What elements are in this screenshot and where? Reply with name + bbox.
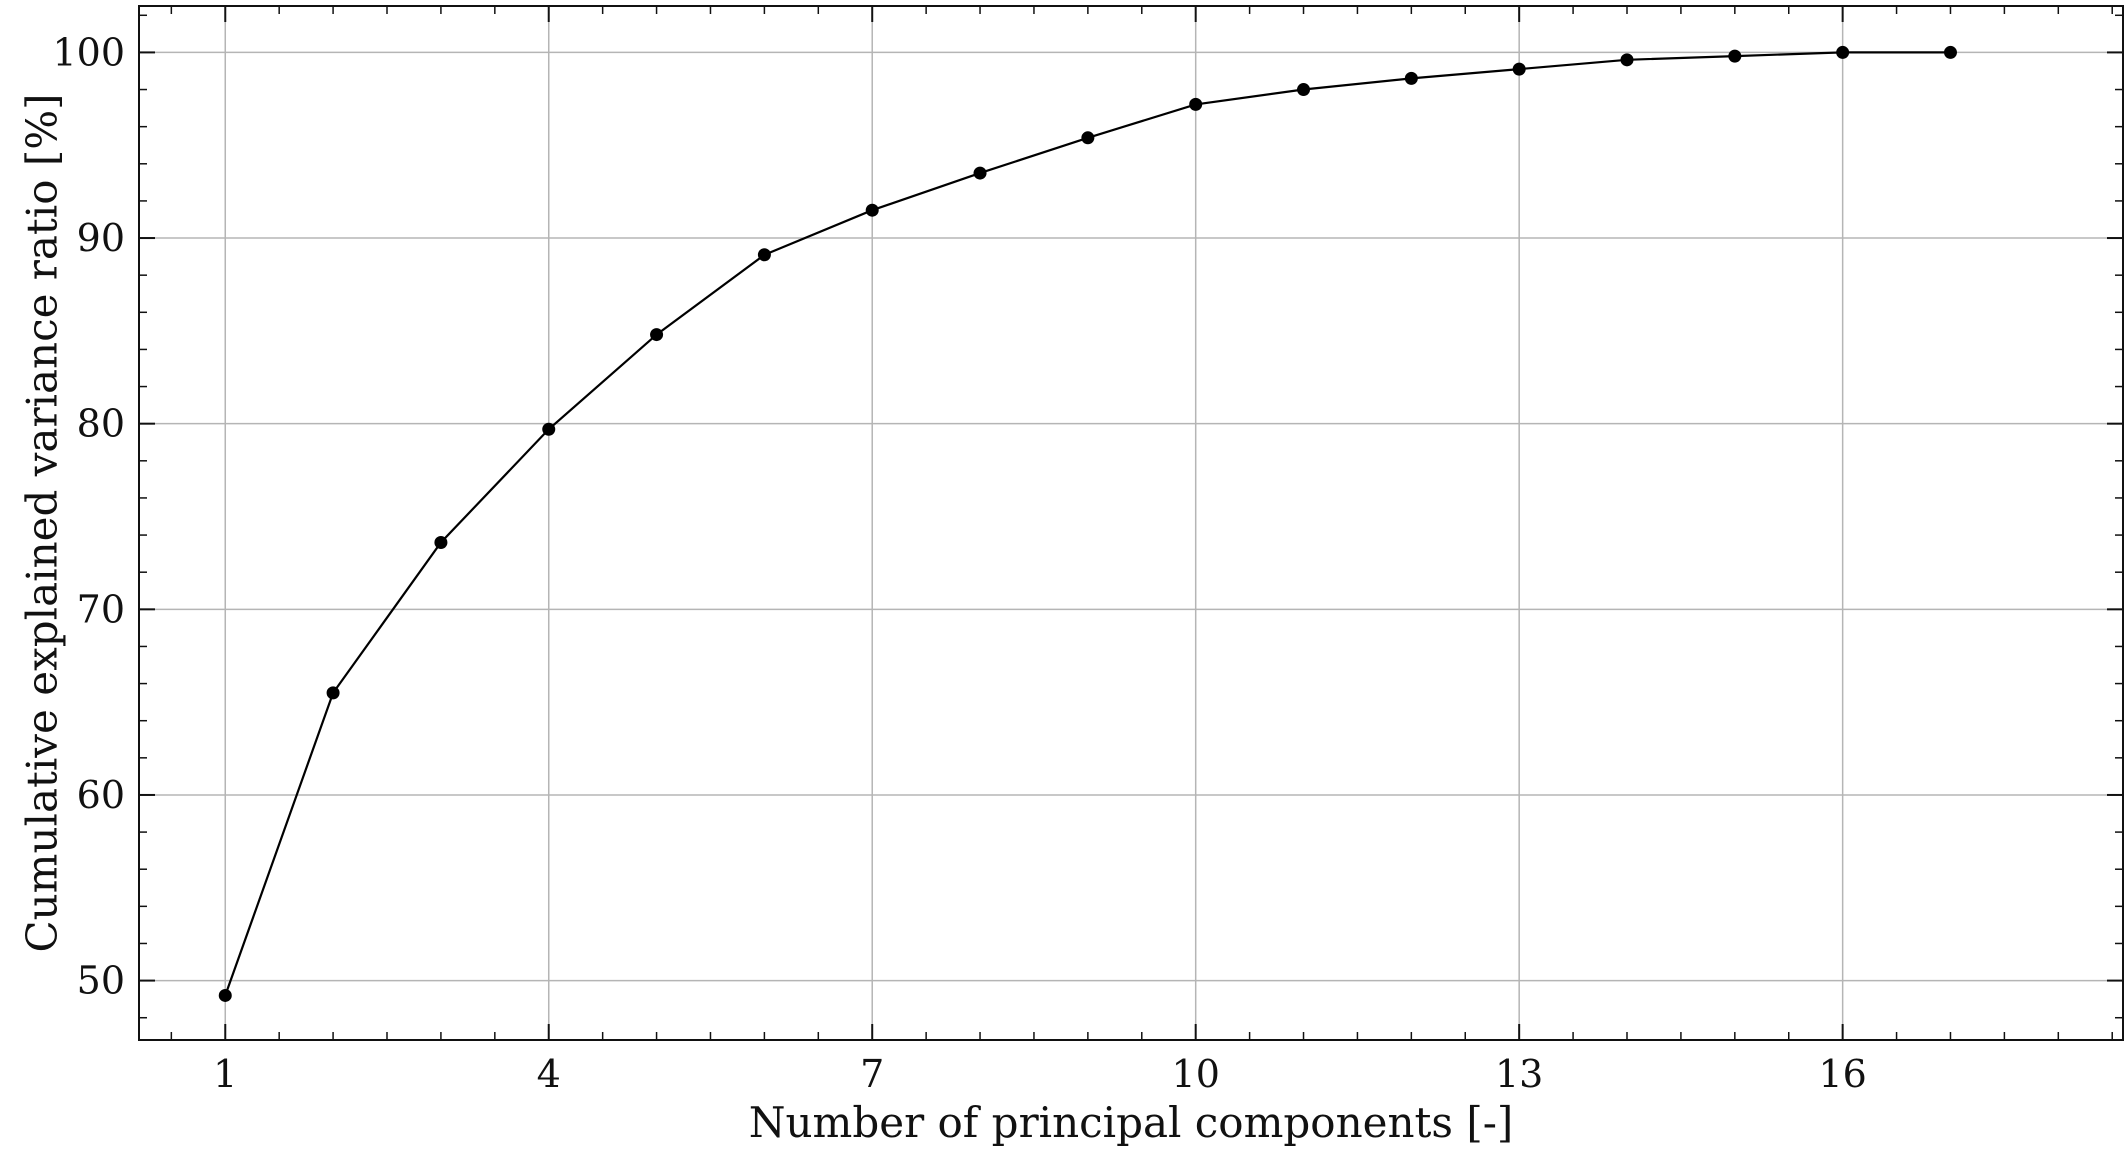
data-point (1404, 71, 1418, 85)
y-tick-label: 80 (77, 402, 125, 446)
data-point (650, 328, 664, 342)
data-point (1297, 83, 1311, 97)
data-point (757, 248, 771, 262)
data-point (326, 686, 340, 700)
data-point (1620, 53, 1634, 67)
x-tick-label: 1 (213, 1052, 237, 1096)
y-tick-label: 100 (52, 30, 125, 74)
y-axis-label: Cumulative explained variance ratio [%] (18, 93, 67, 952)
data-point (1081, 131, 1095, 145)
y-tick-label: 60 (77, 773, 125, 817)
x-tick-label: 16 (1818, 1052, 1866, 1096)
axis-ticks (139, 6, 2123, 1040)
data-point (218, 988, 232, 1002)
data-point (434, 535, 448, 549)
series-line (224, 51, 1951, 996)
x-tick-label: 7 (860, 1052, 884, 1096)
data-point (1943, 45, 1957, 59)
y-tick-label: 50 (77, 959, 125, 1003)
data-series (218, 45, 1957, 1002)
tick-labels: 1 4 7 10 13 16 50 60 70 80 90 100 (52, 30, 1866, 1096)
grid (139, 6, 2123, 1040)
data-point (1836, 45, 1850, 59)
x-tick-label: 13 (1495, 1052, 1543, 1096)
x-tick-label: 4 (537, 1052, 561, 1096)
data-point (542, 422, 556, 436)
data-point (1728, 49, 1742, 63)
plot-frame (138, 5, 2124, 1041)
x-tick-label: 10 (1172, 1052, 1220, 1096)
data-point (973, 166, 987, 180)
y-tick-label: 70 (77, 587, 125, 631)
data-point (1189, 97, 1203, 111)
data-point (865, 203, 879, 217)
x-axis-label: Number of principal components [-] (749, 1098, 1514, 1147)
data-point (1512, 62, 1526, 76)
y-tick-label: 90 (77, 216, 125, 260)
